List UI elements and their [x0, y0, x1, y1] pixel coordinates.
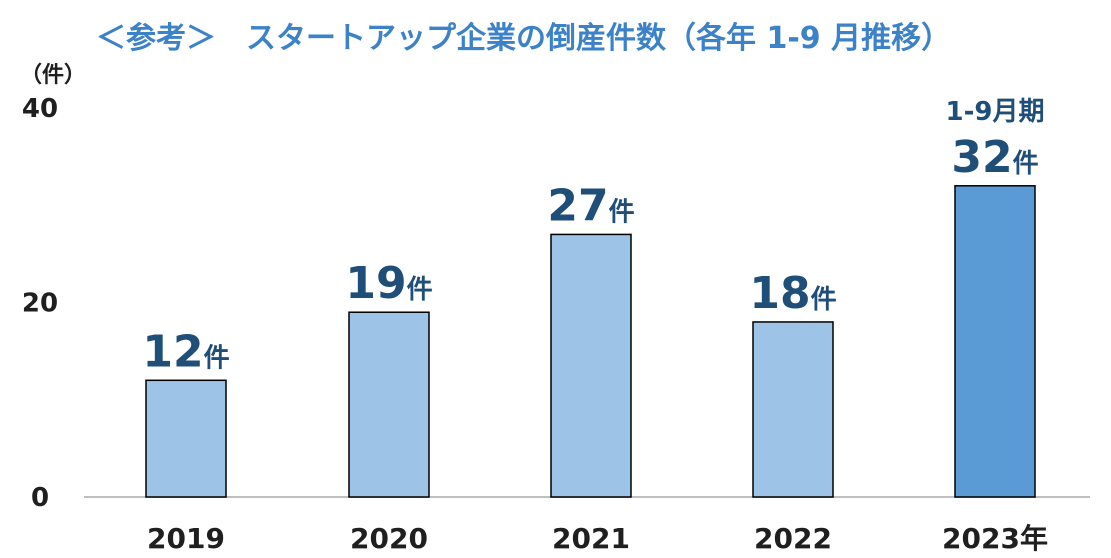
x-tick-label: 2019 — [147, 522, 225, 555]
bar-2020 — [348, 311, 430, 498]
data-label-number: 27 — [547, 180, 608, 231]
data-label-unit: 件 — [204, 343, 230, 373]
data-label-unit: 件 — [407, 275, 433, 305]
x-tick-label: 2022 — [754, 522, 832, 555]
bars — [145, 185, 1036, 498]
bar-2023年 — [954, 185, 1036, 498]
data-label: 19件 — [345, 258, 432, 309]
y-tick-label: 20 — [22, 289, 58, 319]
data-label: 27件 — [547, 180, 634, 231]
x-tick-label: 2020 — [350, 522, 428, 555]
data-label: 18件 — [749, 268, 836, 319]
data-label-unit: 件 — [1013, 149, 1039, 179]
x-axis: 2019 2020 2021 2022 2023年 — [147, 522, 1048, 555]
data-label-number: 32 — [951, 132, 1012, 183]
bar-2021 — [550, 233, 632, 498]
y-tick-label: 0 — [31, 483, 49, 513]
y-axis-unit: （件） — [20, 63, 86, 88]
y-axis: 0 20 40 — [22, 94, 58, 513]
data-label-number: 18 — [749, 268, 810, 319]
x-tick-label: 2021 — [552, 522, 630, 555]
data-label-period: 1-9月期 — [946, 97, 1045, 127]
data-label: 12件 — [142, 326, 229, 377]
data-label-number: 12 — [142, 326, 203, 377]
y-tick-label: 40 — [22, 94, 58, 124]
bar-2019 — [145, 379, 227, 498]
chart-title: ＜参考＞ スタートアップ企業の倒産件数（各年 1-9 月推移） — [96, 21, 951, 56]
data-label-unit: 件 — [811, 285, 837, 315]
data-label: 32件 — [951, 132, 1038, 183]
bar-2022 — [752, 321, 834, 498]
data-label-unit: 件 — [609, 197, 635, 227]
x-tick-label: 2023年 — [942, 522, 1048, 555]
data-label-number: 19 — [345, 258, 406, 309]
